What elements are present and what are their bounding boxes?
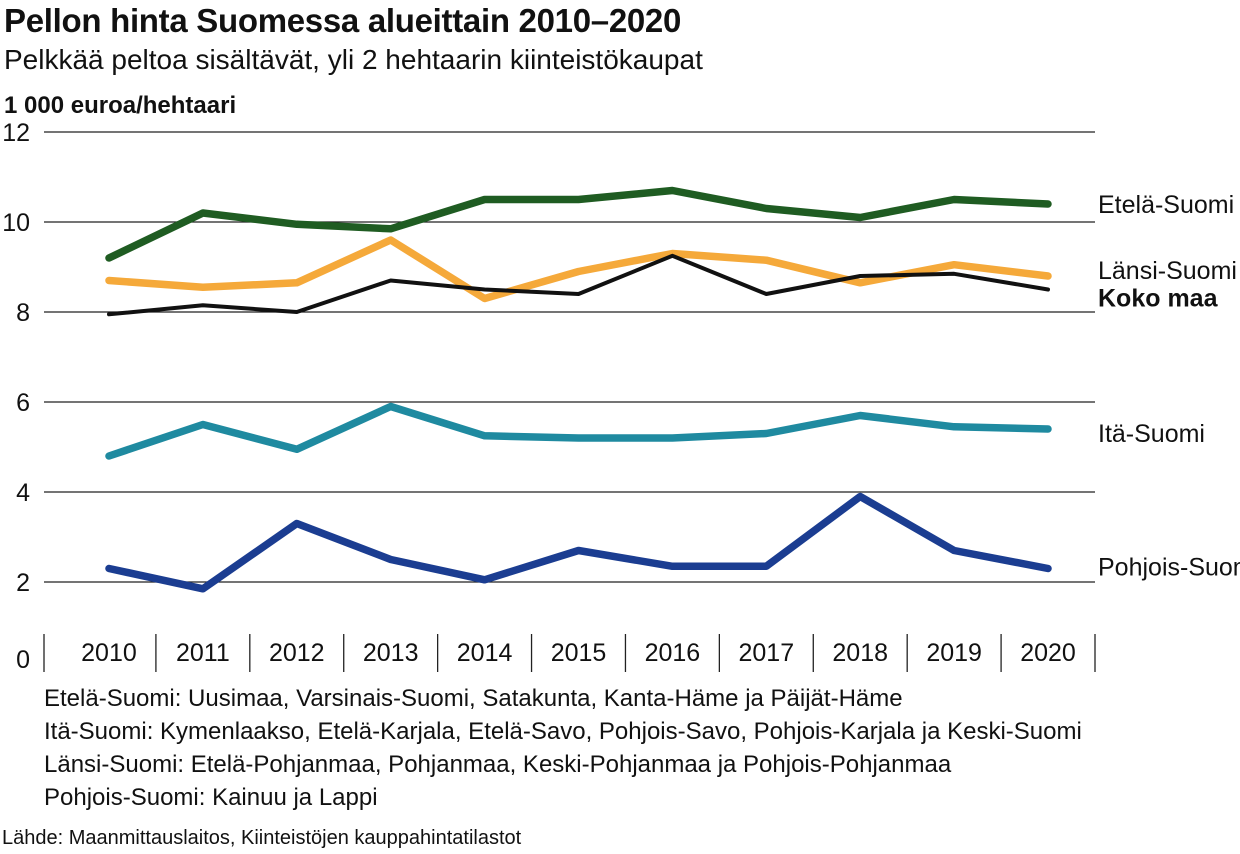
y-tick-label: 2 <box>16 569 30 597</box>
note-line: Itä-Suomi: Kymenlaakso, Etelä-Karjala, E… <box>44 718 1082 745</box>
y-tick-label: 6 <box>16 389 30 417</box>
x-tick-label: 2010 <box>81 639 137 667</box>
x-axis: 2010 2011 2012 2013 2014 2015 2016 2017 2018 2019… <box>43 634 1096 672</box>
y-axis-ticks: 0 2 4 6 8 10 12 <box>2 119 30 674</box>
note-line: Etelä-Suomi: Uusimaa, Varsinais-Suomi, S… <box>44 685 903 712</box>
x-tick-label: 2013 <box>363 639 419 667</box>
source-note: Lähde: Maanmittauslaitos, Kiinteistöjen … <box>2 827 522 849</box>
y-tick-label: 10 <box>2 209 30 237</box>
series-line <box>107 253 1050 317</box>
x-tick-label: 2014 <box>457 639 513 667</box>
x-tick-label: 2018 <box>832 639 888 667</box>
series-line <box>105 492 1052 593</box>
x-tick-label: 2017 <box>739 639 795 667</box>
series-label: Länsi-Suomi <box>1098 257 1237 285</box>
note-line: Länsi-Suomi: Etelä-Pohjanmaa, Pohjanmaa,… <box>44 751 952 778</box>
y-tick-label: 8 <box>16 299 30 327</box>
series-label: Koko maa <box>1098 285 1219 313</box>
x-tick-label: 2011 <box>176 639 230 667</box>
y-axis-unit-label: 1 000 euroa/hehtaari <box>4 92 237 119</box>
x-tick-label: 2016 <box>645 639 701 667</box>
region-notes: Etelä-Suomi: Uusimaa, Varsinais-Suomi, S… <box>44 682 1082 814</box>
chart-title: Pellon hinta Suomessa alueittain 2010–20… <box>4 2 682 39</box>
series-line <box>105 186 1052 262</box>
gridlines <box>44 131 1095 583</box>
x-tick-label: 2019 <box>926 639 982 667</box>
y-tick-label: 0 <box>16 646 30 674</box>
y-tick-label: 12 <box>2 119 30 147</box>
y-tick-label: 4 <box>16 479 30 507</box>
x-tick-label: 2020 <box>1020 639 1076 667</box>
series-line <box>105 236 1052 303</box>
series-label: Pohjois-Suomi <box>1098 554 1240 582</box>
note-line: Pohjois-Suomi: Kainuu ja Lappi <box>44 784 378 811</box>
chart-subtitle: Pelkkää peltoa sisältävät, yli 2 hehtaar… <box>4 44 703 75</box>
series-lines <box>105 186 1052 593</box>
x-tick-label: 2012 <box>269 639 325 667</box>
series-line <box>105 402 1052 460</box>
series-label: Itä-Suomi <box>1098 420 1205 448</box>
x-tick-label: 2015 <box>551 639 607 667</box>
series-label: Etelä-Suomi <box>1098 191 1234 219</box>
